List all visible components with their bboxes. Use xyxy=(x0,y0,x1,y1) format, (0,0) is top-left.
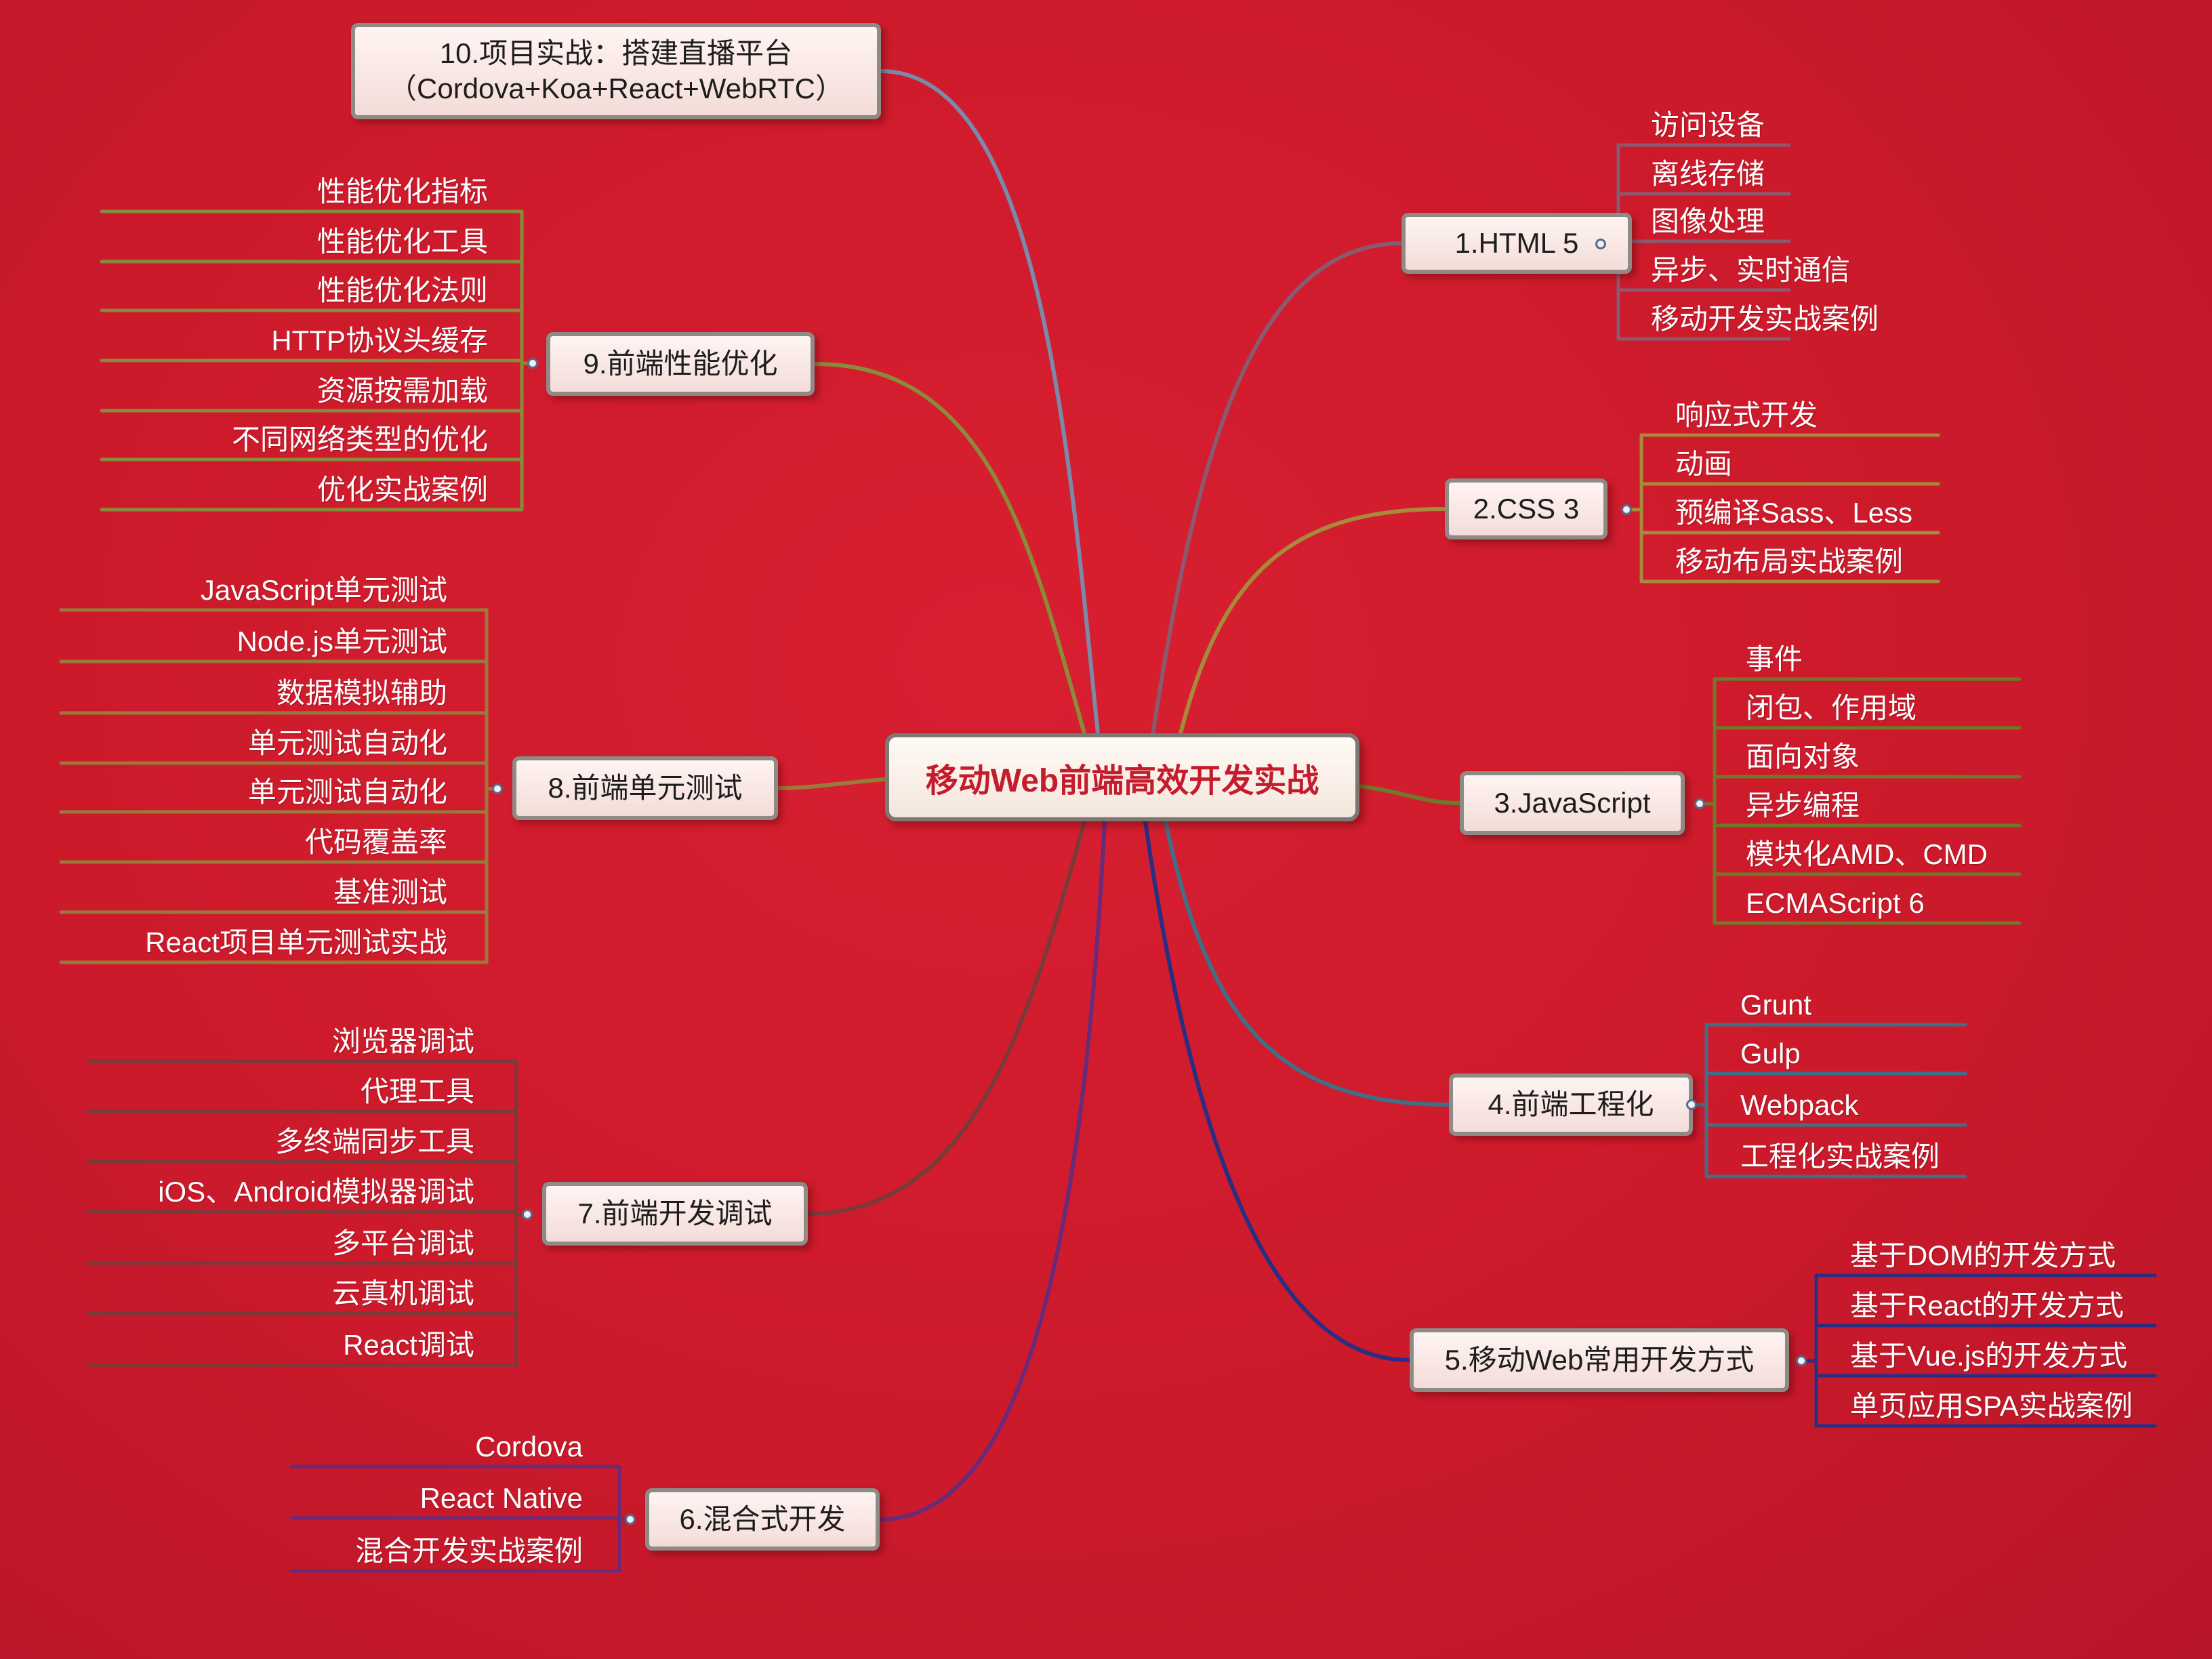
branch-connector xyxy=(1357,784,1462,805)
leaf-b9-1[interactable]: 性能优化指标 xyxy=(316,176,488,207)
leaf-b8-6[interactable]: 代码覆盖率 xyxy=(304,826,447,858)
leaf-b3-4[interactable]: 异步编程 xyxy=(1746,790,1860,821)
leaf-b7-1[interactable]: 浏览器调试 xyxy=(331,1025,474,1057)
branch-dev-methods[interactable]: 5.移动Web常用开发方式 xyxy=(1410,1328,1789,1392)
leaf-b5-1[interactable]: 基于DOM的开发方式 xyxy=(1850,1240,2116,1271)
branch-engineering[interactable]: 4.前端工程化 xyxy=(1449,1073,1693,1136)
leaf-b7-4[interactable]: iOS、Android模拟器调试 xyxy=(158,1176,474,1208)
leaf-b2-3[interactable]: 预编译Sass、Less xyxy=(1675,497,1913,529)
leaf-b8-4[interactable]: 单元测试自动化 xyxy=(247,727,447,759)
collapse-toggle-icon[interactable] xyxy=(1621,504,1632,515)
collapse-toggle-icon[interactable] xyxy=(1595,239,1606,249)
collapse-toggle-icon[interactable] xyxy=(1796,1355,1807,1366)
center-topic[interactable]: 移动Web前端高效开发实战 xyxy=(885,733,1359,821)
leaf-b3-3[interactable]: 面向对象 xyxy=(1746,741,1860,773)
leaf-b8-8[interactable]: React项目单元测试实战 xyxy=(145,926,447,958)
branch-connector xyxy=(878,819,1107,1521)
branch-css3[interactable]: 2.CSS 3 xyxy=(1445,478,1607,539)
leaf-b1-4[interactable]: 异步、实时通信 xyxy=(1651,254,1851,286)
leaf-b2-2[interactable]: 动画 xyxy=(1675,448,1733,480)
leaf-b9-4[interactable]: HTTP协议头缓存 xyxy=(271,325,488,356)
collapse-toggle-icon[interactable] xyxy=(1694,798,1705,809)
collapse-toggle-icon[interactable] xyxy=(492,783,503,794)
leaf-b7-5[interactable]: 多平台调试 xyxy=(331,1227,474,1259)
branch-connector xyxy=(1143,819,1412,1362)
leaf-b9-6[interactable]: 不同网络类型的优化 xyxy=(231,424,488,455)
leaf-b9-3[interactable]: 性能优化法则 xyxy=(316,274,488,306)
leaf-b4-1[interactable]: Grunt xyxy=(1740,989,1812,1021)
leaf-b9-5[interactable]: 资源按需加载 xyxy=(316,375,488,407)
leaf-b9-7[interactable]: 优化实战案例 xyxy=(316,474,488,506)
leaf-b1-3[interactable]: 图像处理 xyxy=(1651,205,1765,237)
leaf-b3-5[interactable]: 模块化AMD、CMD xyxy=(1746,838,1988,870)
branch-performance[interactable]: 9.前端性能优化 xyxy=(546,332,815,396)
branch-debugging[interactable]: 7.前端开发调试 xyxy=(542,1182,808,1246)
leaf-b4-2[interactable]: Gulp xyxy=(1740,1038,1801,1069)
leaf-b6-3[interactable]: 混合开发实战案例 xyxy=(354,1535,583,1567)
branch-connector xyxy=(879,69,1100,735)
leaf-b3-6[interactable]: ECMAScript 6 xyxy=(1746,887,1925,919)
leaf-b5-3[interactable]: 基于Vue.js的开发方式 xyxy=(1850,1340,2128,1372)
leaf-b4-4[interactable]: 工程化实战案例 xyxy=(1740,1141,1940,1172)
leaf-b7-2[interactable]: 代理工具 xyxy=(360,1076,474,1107)
leaf-b2-4[interactable]: 移动布局实战案例 xyxy=(1675,546,1904,577)
branch-html5[interactable]: 1.HTML 5 xyxy=(1401,213,1632,274)
collapse-toggle-icon[interactable] xyxy=(527,358,538,369)
leaf-b6-2[interactable]: React Native xyxy=(419,1482,583,1514)
collapse-toggle-icon[interactable] xyxy=(1686,1099,1697,1110)
leaf-b1-2[interactable]: 离线存储 xyxy=(1651,158,1765,190)
leaf-b8-1[interactable]: JavaScript单元测试 xyxy=(200,574,447,606)
leaf-b8-5[interactable]: 单元测试自动化 xyxy=(247,776,447,808)
leaf-b8-3[interactable]: 数据模拟辅助 xyxy=(276,677,447,709)
leaf-b1-1[interactable]: 访问设备 xyxy=(1651,109,1765,141)
branch-connector xyxy=(1164,819,1451,1107)
leaf-b8-7[interactable]: 基准测试 xyxy=(333,876,447,908)
branch-connector xyxy=(813,362,1086,735)
branch-connector xyxy=(1150,241,1404,741)
project-title-line1: 10.项目实战：搭建直播平台 xyxy=(439,37,793,69)
leaf-b7-7[interactable]: React调试 xyxy=(343,1329,474,1361)
leaf-b5-2[interactable]: 基于React的开发方式 xyxy=(1850,1290,2124,1322)
leaf-b5-4[interactable]: 单页应用SPA实战案例 xyxy=(1850,1390,2133,1422)
branch-javascript[interactable]: 3.JavaScript xyxy=(1460,771,1685,835)
branch-unit-testing[interactable]: 8.前端单元测试 xyxy=(512,756,778,820)
leaf-b3-2[interactable]: 闭包、作用域 xyxy=(1746,692,1917,724)
leaf-b2-1[interactable]: 响应式开发 xyxy=(1675,399,1818,431)
leaf-b6-1[interactable]: Cordova xyxy=(475,1431,583,1462)
leaf-b1-5[interactable]: 移动开发实战案例 xyxy=(1651,303,1879,335)
leaf-b3-1[interactable]: 事件 xyxy=(1746,643,1803,675)
branch-connector xyxy=(776,777,887,790)
branch-connector xyxy=(1177,507,1447,741)
branch-connector xyxy=(806,819,1086,1216)
branch-hybrid[interactable]: 6.混合式开发 xyxy=(645,1488,880,1551)
branch-project[interactable]: 10.项目实战：搭建直播平台 （Cordova+Koa+React+WebRTC… xyxy=(351,23,881,119)
leaf-b7-3[interactable]: 多终端同步工具 xyxy=(274,1126,474,1158)
project-title-line2: （Cordova+Koa+React+WebRTC） xyxy=(388,73,844,104)
collapse-toggle-icon[interactable] xyxy=(522,1209,533,1220)
collapse-toggle-icon[interactable] xyxy=(625,1514,636,1525)
leaf-b9-2[interactable]: 性能优化工具 xyxy=(316,226,488,258)
leaf-b8-2[interactable]: Node.js单元测试 xyxy=(237,626,447,657)
leaf-b7-6[interactable]: 云真机调试 xyxy=(331,1277,474,1309)
leaf-b4-3[interactable]: Webpack xyxy=(1740,1089,1859,1121)
